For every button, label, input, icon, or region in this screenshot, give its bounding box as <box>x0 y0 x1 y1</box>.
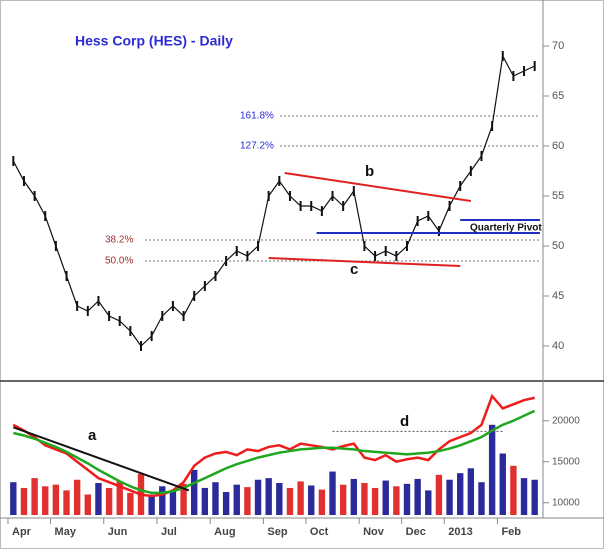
trendline <box>12 426 190 492</box>
volume-bar <box>233 484 240 515</box>
volume-bar <box>84 494 91 515</box>
volume-bar <box>95 483 102 515</box>
volume-bar <box>414 478 421 515</box>
volume-bar <box>31 478 38 515</box>
volume-bar <box>222 492 230 515</box>
trendline <box>284 172 471 202</box>
volume-bar <box>169 490 177 515</box>
annotation: d <box>400 413 409 430</box>
price-line <box>12 54 535 347</box>
y-tick-label: 60 <box>552 140 564 152</box>
volume-bar <box>339 484 347 515</box>
volume-bar <box>63 490 70 515</box>
volume-bar <box>499 453 506 515</box>
volume-bar <box>286 487 294 515</box>
annotation: a <box>88 427 97 444</box>
volume-bar <box>116 481 123 515</box>
volume-bar <box>42 486 49 515</box>
volume-bar <box>488 424 496 515</box>
volume-bar <box>191 469 198 515</box>
level-label: 50.0% <box>105 256 133 267</box>
level-label: 161.8% <box>240 111 274 122</box>
volume-bar <box>318 489 326 515</box>
volume-bar <box>159 486 166 515</box>
volume-bar <box>10 482 17 515</box>
x-tick-label: Oct <box>310 526 329 538</box>
indicator-line <box>12 393 535 498</box>
volume-bar <box>531 479 538 515</box>
volume-bar <box>520 478 528 515</box>
volume-bar <box>254 479 262 515</box>
trendline <box>268 257 461 267</box>
volume-bar <box>20 487 28 515</box>
x-tick-label: Jun <box>108 526 128 538</box>
volume-bar <box>403 483 411 515</box>
x-tick-label: Feb <box>501 526 521 538</box>
volume-bar <box>105 487 113 515</box>
y-tick-label: 65 <box>552 90 564 102</box>
y2-tick-label: 10000 <box>552 497 580 508</box>
chart-title: Hess Corp (HES) - Daily <box>75 33 233 49</box>
x-tick-label: Jul <box>161 526 177 538</box>
volume-bar <box>361 483 368 515</box>
x-tick-label: May <box>55 526 77 538</box>
volume-bar <box>457 473 464 515</box>
y2-tick-label: 15000 <box>552 456 580 467</box>
x-tick-label: Sep <box>267 526 287 538</box>
y-tick-label: 50 <box>552 240 564 252</box>
volume-bar <box>435 474 443 515</box>
volume-bar <box>510 465 517 515</box>
x-tick-label: Dec <box>406 526 426 538</box>
volume-bar <box>148 494 155 515</box>
indicator-line <box>13 409 536 495</box>
volume-bar <box>127 492 134 515</box>
x-tick-label: 2013 <box>448 526 472 538</box>
volume-bar <box>382 480 389 515</box>
volume-bar <box>371 487 379 515</box>
volume-bar <box>52 484 60 515</box>
volume-bar <box>265 478 272 515</box>
volume-bar <box>350 478 357 515</box>
y2-tick-label: 20000 <box>552 415 580 426</box>
x-tick-label: Apr <box>12 526 32 538</box>
y-tick-label: 70 <box>552 40 564 52</box>
volume-bar <box>467 468 475 515</box>
y-tick-label: 40 <box>552 340 564 352</box>
volume-bar <box>73 479 81 515</box>
volume-bar <box>425 490 432 515</box>
x-tick-label: Aug <box>214 526 235 538</box>
x-tick-label: Nov <box>363 526 385 538</box>
volume-bar <box>446 479 453 515</box>
volume-bar <box>393 486 400 515</box>
volume-bar <box>244 487 251 515</box>
annotation: c <box>350 261 358 278</box>
level-label: 127.2% <box>240 141 274 152</box>
level-label: 38.2% <box>105 235 133 246</box>
volume-bar <box>212 482 219 515</box>
volume-bar <box>329 471 336 515</box>
annotation: b <box>365 163 374 180</box>
volume-bar <box>201 487 209 515</box>
volume-bar <box>308 485 315 515</box>
volume-bar <box>180 483 187 515</box>
y-tick-label: 55 <box>552 190 564 202</box>
annotation: Quarterly Pivot <box>470 223 542 234</box>
volume-bar <box>276 483 283 515</box>
volume-bar <box>297 481 304 515</box>
y-tick-label: 45 <box>552 290 564 302</box>
volume-bar <box>478 482 485 515</box>
